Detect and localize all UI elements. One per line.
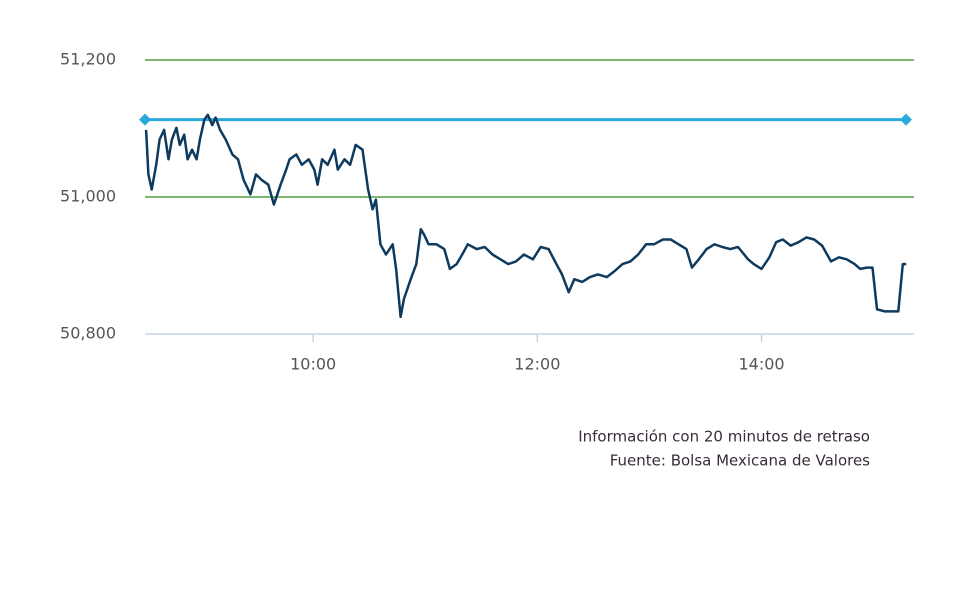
y-tick-label: 51,000 (60, 187, 116, 206)
y-tick-label: 51,200 (60, 50, 116, 69)
x-tick-label: 14:00 (738, 355, 784, 374)
reference-marker (900, 113, 912, 126)
x-tick-label: 10:00 (290, 355, 336, 374)
price-line (144, 113, 907, 319)
note: Fuente: Bolsa Mexicana de Valores (610, 452, 870, 470)
reference-marker (139, 113, 151, 126)
x-tick-label: 12:00 (514, 355, 560, 374)
y-tick-label: 50,800 (60, 324, 116, 343)
note: Información con 20 minutos de retraso (578, 428, 870, 446)
